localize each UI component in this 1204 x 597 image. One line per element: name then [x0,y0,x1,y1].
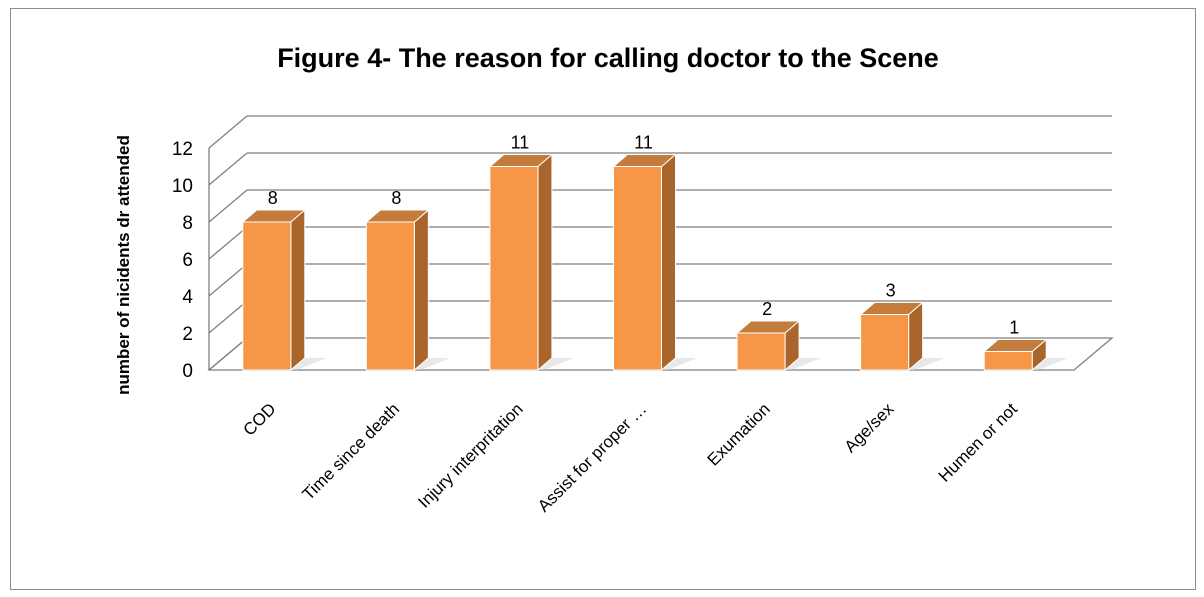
x-tick-label: Injury interpritation [414,399,526,511]
x-tick-label: Age/sex [841,399,898,456]
y-tick-label: 0 [182,361,193,382]
y-axis-ticks: 0 2 4 6 8 10 12 [172,139,194,382]
gridline-side [208,115,248,149]
y-axis-label: number of nicidents dr attended [114,135,133,395]
chart-frame: Figure 4- The reason for calling doctor … [10,8,1196,590]
x-tick-label: Exumation [704,399,774,469]
data-label: 11 [634,133,653,153]
gridline-side [208,226,248,260]
data-label: 11 [511,133,530,153]
y-tick-label: 8 [182,213,193,234]
bar [613,166,662,371]
y-tick-label: 4 [182,287,193,308]
x-axis-categories: COD Time since death Injury interpritation… [239,399,1021,516]
bars [241,153,1069,372]
x-tick-label: Time since death [299,399,404,504]
bar [983,351,1033,371]
bar [489,166,539,371]
x-tick-label: Humen or not [935,399,1021,485]
bar [365,221,415,371]
bar-chart: Figure 4- The reason for calling doctor … [114,43,1114,516]
y-tick-label: 12 [172,139,193,160]
bar-side [413,208,429,372]
data-label: 8 [268,188,278,208]
bar-side [661,153,676,372]
bar [860,314,910,371]
y-tick-label: 2 [182,324,193,345]
data-label: 2 [762,299,772,319]
gridline-side [208,300,248,334]
bar [736,332,786,371]
x-tick-label: Assist for proper … [534,399,650,515]
data-label: 8 [391,188,401,208]
y-tick-label: 10 [172,176,193,197]
bar-side [537,153,553,372]
data-label: 1 [1009,318,1019,338]
gridline-side [208,263,248,297]
y-tick-label: 6 [182,250,193,271]
data-label: 3 [886,281,896,301]
x-tick-label: COD [239,399,279,439]
gridline-side [208,189,248,223]
bar [242,221,292,371]
bar-side [290,208,306,372]
gridline-side [208,152,248,186]
chart-title: Figure 4- The reason for calling doctor … [277,43,939,73]
data-labels: 8 8 11 11 2 3 1 [268,133,1019,338]
